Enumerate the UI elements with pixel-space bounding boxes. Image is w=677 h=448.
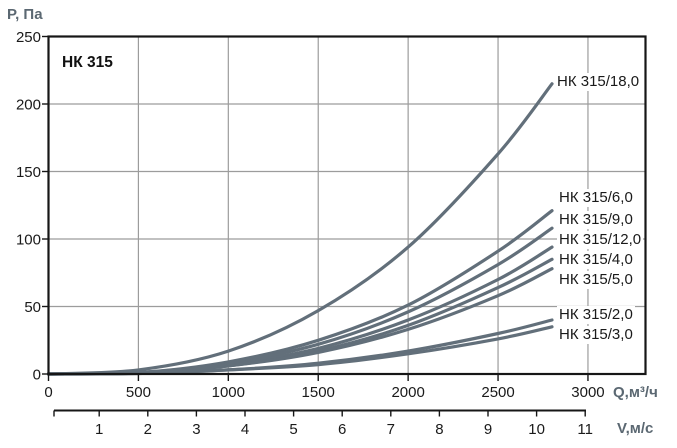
v-tick-label: 11 — [577, 421, 593, 438]
v-tick-label: 9 — [484, 421, 492, 438]
y-tick-label: 200 — [16, 97, 41, 114]
v-tick-label: 2 — [144, 421, 152, 438]
y-tick-label: 100 — [16, 232, 41, 249]
q-tick-label: 0 — [44, 384, 52, 401]
plot-border — [47, 35, 647, 376]
q-tick-label: 500 — [126, 384, 151, 401]
v-axis-unit-label: V,м/с — [617, 420, 654, 437]
v-tick-label: 7 — [387, 421, 395, 438]
q-tick-label: 2000 — [391, 384, 424, 401]
x-axis-unit-label: Q,м³/ч — [613, 384, 658, 401]
v-tick-label: 1 — [95, 421, 103, 438]
curve-label-12-0: НК 315/12,0 — [557, 231, 644, 249]
curve-label-18-0: НК 315/18,0 — [555, 73, 642, 91]
y-axis-unit-label: P, Па — [7, 6, 43, 23]
chart-title: НК 315 — [62, 54, 113, 71]
curve-label-9-0: НК 315/9,0 — [557, 211, 635, 229]
curve-label-6-0: НК 315/6,0 — [557, 189, 635, 207]
v-tick-label: 10 — [528, 421, 545, 438]
v-tick-label: 5 — [289, 421, 297, 438]
fan-curve — [46, 82, 554, 376]
q-tick-label: 1500 — [302, 384, 335, 401]
curve-label-4-0: НК 315/4,0 — [557, 251, 635, 269]
q-tick-label: 2500 — [481, 384, 514, 401]
v-tick-label: 8 — [435, 421, 443, 438]
y-tick-label: 0 — [33, 367, 41, 384]
curve-label-3-0: НК 315/3,0 — [557, 326, 635, 344]
q-tick-label: 1000 — [212, 384, 245, 401]
y-tick-label: 250 — [16, 29, 41, 46]
curve-label-5-0: НК 315/5,0 — [557, 271, 635, 289]
q-tick-label: 3000 — [571, 384, 604, 401]
y-tick-label: 50 — [24, 299, 41, 316]
v-tick-label: 6 — [338, 421, 346, 438]
v-tick-label: 3 — [192, 421, 200, 438]
y-tick-label: 150 — [16, 164, 41, 181]
v-tick-label: 4 — [241, 421, 249, 438]
curve-label-2-0: НК 315/2,0 — [557, 306, 635, 324]
